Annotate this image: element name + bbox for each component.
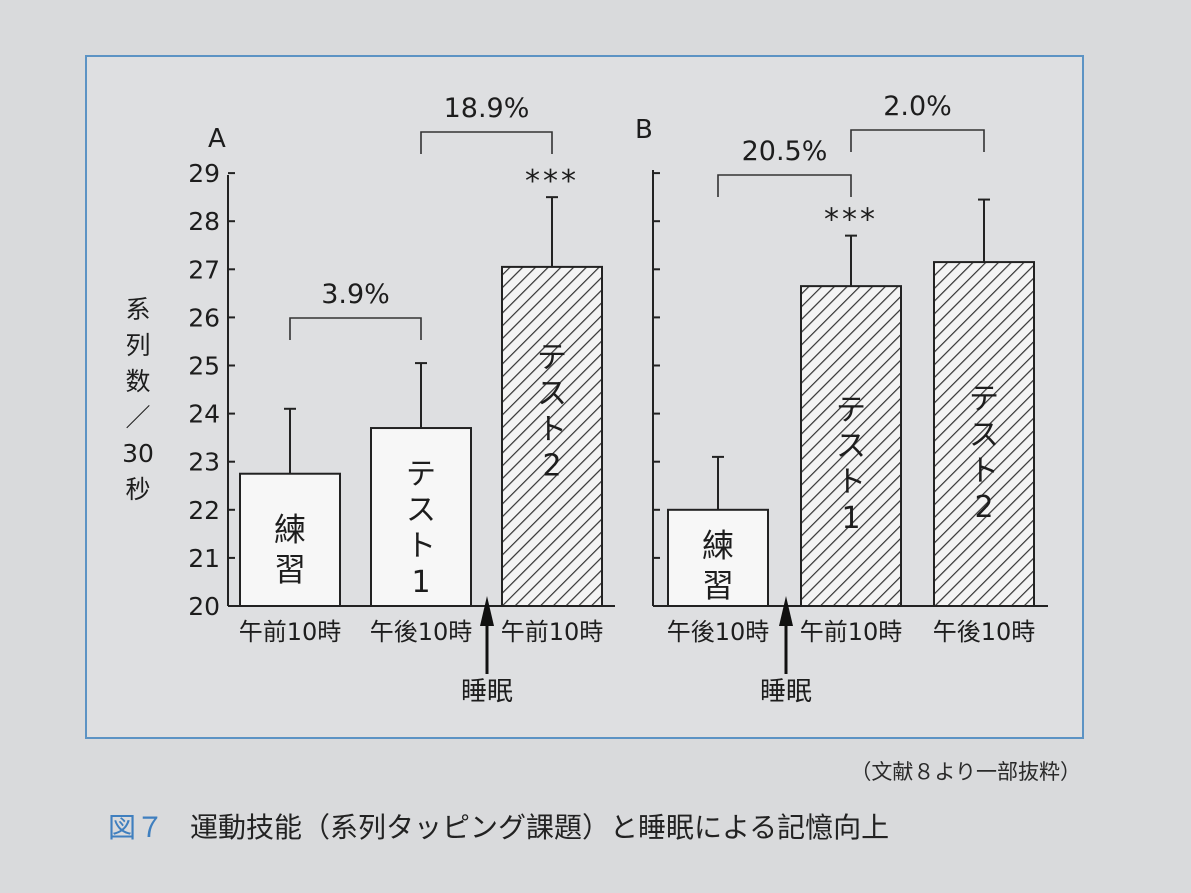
panel-b-bar-2 bbox=[933, 261, 1035, 607]
panel-b-comparison-bracket bbox=[717, 174, 852, 197]
panel-a-category-label: 午前10時 bbox=[239, 618, 342, 646]
panel-a-y-tick-label: 25 bbox=[188, 352, 220, 381]
panel-a-label: A bbox=[208, 124, 226, 154]
panel-b-bar-0 bbox=[667, 508, 769, 607]
panel-a-y-tick-label: 28 bbox=[188, 207, 220, 236]
figure-caption: 図７ 運動技能（系列タッピング課題）と睡眠による記憶向上 bbox=[108, 806, 889, 846]
panel-a-bar-label: 練習 bbox=[274, 510, 306, 588]
panel-a-comparison-label: 3.9% bbox=[321, 279, 390, 310]
panel-a-comparison-bracket bbox=[420, 131, 553, 154]
panel-b-sleep-label: 睡眠 bbox=[760, 677, 812, 707]
panel-a-category-label: 午後10時 bbox=[370, 618, 473, 646]
panel-a-category-label: 午前10時 bbox=[501, 618, 604, 646]
panel-a-bar-label: テスト 1 bbox=[406, 457, 436, 600]
panel-b-category-label: 午後10時 bbox=[667, 618, 770, 646]
panel-a-y-tick-label: 29 bbox=[188, 159, 220, 188]
panel-b-label: B bbox=[635, 115, 653, 145]
panel-a-y-axis-label: 系列数／ 30 秒 bbox=[122, 295, 154, 504]
panel-a-y-tick-label: 27 bbox=[188, 255, 220, 284]
panel-a-significance: *** bbox=[525, 164, 579, 199]
panel-a-bar-label: テスト 2 bbox=[537, 340, 567, 483]
source-note: （文献８より一部抜粋） bbox=[850, 760, 1081, 784]
panel-b-bar-label: 練習 bbox=[702, 527, 734, 605]
panel-a-y-tick-label: 26 bbox=[188, 303, 220, 332]
panel-b-category-label: 午前10時 bbox=[800, 618, 903, 646]
panel-a-y-tick-label: 20 bbox=[188, 592, 220, 621]
panel-b-category-label: 午後10時 bbox=[933, 618, 1036, 646]
panel-a-y-tick-label: 21 bbox=[188, 544, 220, 573]
panel-b-bar-1 bbox=[800, 285, 902, 607]
panel-a-bar-2 bbox=[501, 265, 603, 607]
panel-a-sleep-arrow-head bbox=[480, 596, 494, 626]
panel-a-sleep-label: 睡眠 bbox=[461, 677, 513, 707]
panel-a-comparison-bracket bbox=[289, 317, 422, 340]
panel-b-significance: *** bbox=[824, 203, 878, 238]
figure-caption-text: 運動技能（系列タッピング課題）と睡眠による記憶向上 bbox=[190, 811, 890, 844]
panel-a-bar-0 bbox=[239, 472, 341, 607]
figure-number: 図７ bbox=[108, 811, 165, 844]
panel-b-bar-label: テスト 1 bbox=[836, 393, 866, 536]
panel-b-sleep-arrow-head bbox=[779, 596, 793, 626]
panel-a-y-tick-label: 24 bbox=[188, 400, 220, 429]
panel-b-comparison-label: 20.5% bbox=[742, 136, 828, 167]
panel-a-comparison-label: 18.9% bbox=[444, 93, 530, 124]
panel-a-bar-1 bbox=[370, 427, 472, 607]
panel-a-y-tick-label: 23 bbox=[188, 448, 220, 477]
panel-b-bar-label: テスト 2 bbox=[969, 382, 999, 525]
panel-b-comparison-label: 2.0% bbox=[883, 91, 952, 122]
panel-b-comparison-bracket bbox=[850, 129, 985, 152]
panel-a-y-tick-label: 22 bbox=[188, 496, 220, 525]
